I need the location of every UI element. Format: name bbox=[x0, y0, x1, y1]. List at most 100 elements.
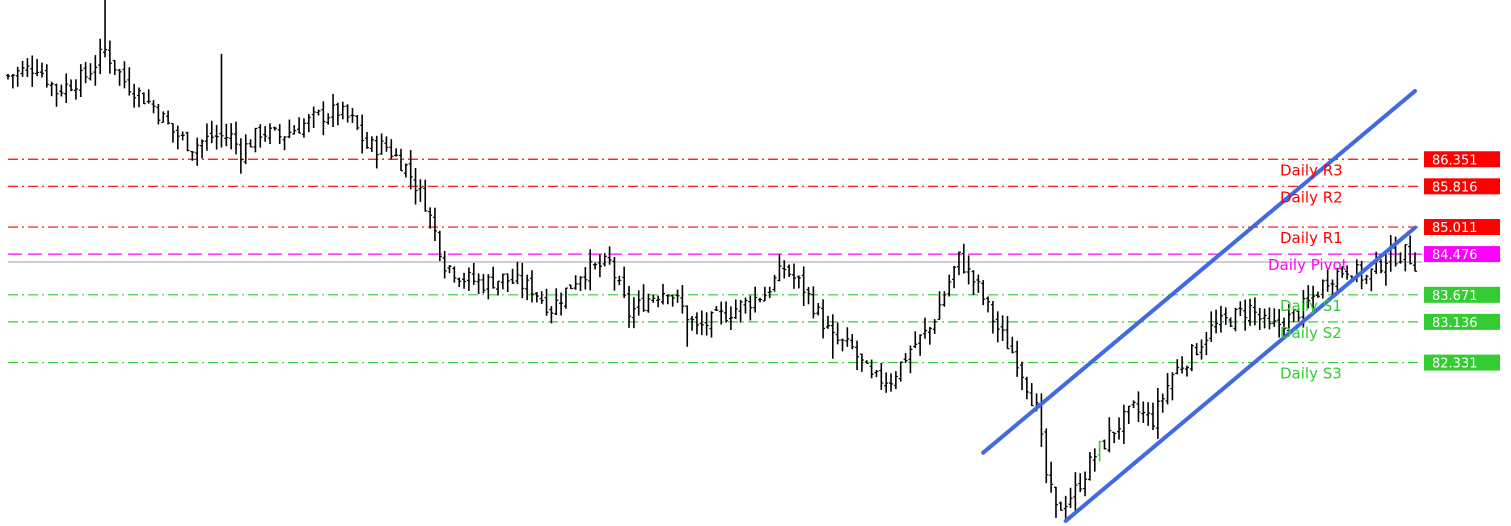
ohlc-bar bbox=[491, 266, 496, 289]
ohlc-bar bbox=[1053, 486, 1058, 518]
ohlc-bar bbox=[1005, 316, 1010, 350]
ohlc-bar bbox=[1024, 376, 1029, 400]
ohlc-bar bbox=[753, 286, 758, 313]
ohlc-bar bbox=[277, 124, 282, 145]
ohlc-bar bbox=[1359, 260, 1364, 290]
ohlc-bar bbox=[54, 83, 59, 107]
channel-lower-line bbox=[1063, 225, 1417, 523]
ohlc-bar bbox=[345, 104, 350, 123]
ohlc-bar bbox=[1020, 361, 1025, 391]
ohlc-bar bbox=[98, 38, 103, 75]
level-label-daily-r3: Daily R3 bbox=[1280, 161, 1343, 179]
ohlc-bar bbox=[656, 295, 661, 308]
ohlc-bar bbox=[1315, 291, 1320, 298]
ohlc-bar bbox=[132, 83, 137, 108]
ohlc-bar bbox=[1320, 279, 1325, 299]
ohlc-bar bbox=[1146, 402, 1151, 426]
ohlc-bar bbox=[699, 310, 704, 336]
ohlc-bar bbox=[529, 270, 534, 303]
ohlc-bar bbox=[879, 362, 884, 390]
ohlc-bar bbox=[1204, 332, 1209, 356]
ohlc-bar bbox=[1000, 315, 1005, 342]
ohlc-bar bbox=[641, 284, 646, 312]
ohlc-bar bbox=[15, 66, 20, 87]
ohlc-bar bbox=[840, 338, 845, 352]
ohlc-bar bbox=[428, 207, 433, 229]
ohlc-bar bbox=[801, 266, 806, 306]
ohlc-bar bbox=[636, 290, 641, 316]
ohlc-bar bbox=[214, 124, 219, 150]
ohlc-bar bbox=[423, 179, 428, 212]
ohlc-bar bbox=[1218, 305, 1223, 333]
ohlc-bar bbox=[952, 265, 957, 289]
ohlc-bar bbox=[384, 136, 389, 152]
ohlc-bar bbox=[107, 40, 112, 74]
ohlc-bar bbox=[1131, 400, 1136, 409]
ohlc-bar bbox=[127, 67, 132, 96]
ohlc-bar bbox=[787, 264, 792, 277]
ohlc-bar bbox=[272, 126, 277, 131]
price-bars bbox=[6, 0, 1417, 519]
ohlc-bar bbox=[10, 74, 15, 89]
ohlc-bar bbox=[976, 274, 981, 293]
ohlc-bar bbox=[248, 139, 253, 148]
ohlc-bar bbox=[1325, 267, 1330, 292]
ohlc-bar bbox=[471, 262, 476, 285]
svg-text:83.671: 83.671 bbox=[1432, 289, 1478, 304]
ohlc-bar bbox=[1209, 311, 1214, 342]
ohlc-bar bbox=[122, 61, 127, 89]
ohlc-bar bbox=[510, 268, 515, 284]
svg-text:83.136: 83.136 bbox=[1432, 316, 1478, 331]
ohlc-bar bbox=[913, 331, 918, 349]
ohlc-bar bbox=[782, 260, 787, 279]
ohlc-bar bbox=[374, 135, 379, 169]
ohlc-bar bbox=[549, 306, 554, 324]
ohlc-bar bbox=[1010, 336, 1015, 354]
ohlc-bar bbox=[234, 121, 239, 155]
ohlc-bar bbox=[1189, 344, 1194, 372]
ohlc-bar bbox=[942, 291, 947, 307]
ohlc-bar bbox=[292, 125, 297, 135]
ohlc-bar bbox=[219, 53, 224, 148]
ohlc-bar bbox=[990, 301, 995, 334]
ohlc-bar bbox=[874, 370, 879, 378]
ohlc-bar bbox=[893, 371, 898, 390]
ohlc-bar bbox=[1015, 340, 1020, 377]
ohlc-bar bbox=[961, 243, 966, 274]
ohlc-bar bbox=[25, 58, 30, 77]
ohlc-bar bbox=[379, 133, 384, 155]
ohlc-bar bbox=[1243, 299, 1248, 331]
ohlc-bar bbox=[1126, 405, 1131, 424]
ohlc-bar bbox=[767, 286, 772, 299]
ohlc-bar bbox=[1102, 439, 1107, 450]
ohlc-bar bbox=[927, 326, 932, 345]
ohlc-bar bbox=[64, 73, 69, 103]
svg-text:84.476: 84.476 bbox=[1432, 248, 1478, 263]
ohlc-bar bbox=[704, 312, 709, 336]
ohlc-bar bbox=[331, 93, 336, 128]
ohlc-bar bbox=[287, 119, 292, 139]
ohlc-bar bbox=[724, 301, 729, 323]
ohlc-bar bbox=[1083, 471, 1088, 497]
ohlc-bar bbox=[884, 372, 889, 393]
ohlc-bar bbox=[855, 340, 860, 371]
ohlc-bar bbox=[432, 207, 437, 241]
ohlc-bar bbox=[1073, 472, 1078, 511]
ohlc-bar bbox=[39, 62, 44, 78]
ohlc-bar bbox=[932, 319, 937, 334]
ohlc-bar bbox=[403, 163, 408, 178]
ohlc-bar bbox=[607, 246, 612, 265]
ohlc-bar bbox=[830, 314, 835, 359]
ohlc-bar bbox=[267, 123, 272, 145]
ohlc-bar bbox=[597, 254, 602, 278]
ohlc-bar bbox=[408, 150, 413, 190]
ohlc-bar bbox=[1092, 448, 1097, 472]
ohlc-bar bbox=[1311, 285, 1316, 312]
ohlc-bar bbox=[146, 89, 151, 104]
ohlc-bar bbox=[1184, 365, 1189, 377]
ohlc-bar bbox=[447, 265, 452, 274]
ohlc-bar bbox=[180, 131, 185, 141]
level-label-daily-s1: Daily S1 bbox=[1280, 297, 1342, 315]
ohlc-bar bbox=[1398, 252, 1403, 264]
